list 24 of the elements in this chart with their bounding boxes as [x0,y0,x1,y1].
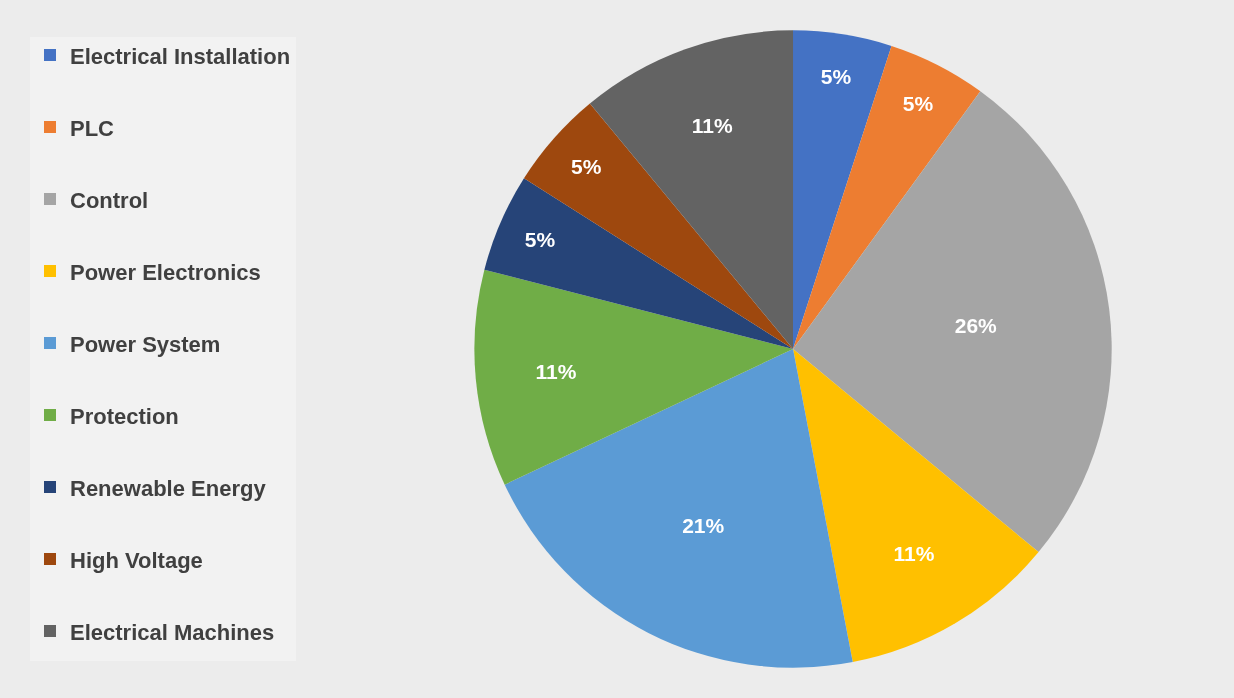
data-label: 26% [954,314,998,338]
legend-label: Renewable Energy [70,475,267,501]
pie-slice [474,269,794,485]
legend-label: Electrical Installation [70,43,291,69]
data-label: 5% [524,228,556,252]
data-label: 5% [902,91,934,115]
pie-slice [523,103,794,349]
pie-slice [504,349,853,668]
pie-slice [793,30,892,349]
data-label: 5% [820,65,852,89]
data-label: 11% [893,542,935,566]
legend-label: Control [70,187,149,213]
legend-label: High Voltage [70,547,203,573]
legend-label: Power Electronics [70,259,261,285]
data-label: 5% [570,155,602,179]
pie-slice [793,349,1039,663]
legend-label: PLC [70,115,115,141]
data-label: 11% [691,113,733,137]
data-label: 11% [535,359,577,383]
legend-label: Power System [70,331,221,357]
legend-label: Protection [70,403,179,429]
legend-label: Electrical Machines [70,619,275,645]
pie-slice [484,178,794,349]
data-label: 21% [682,513,725,537]
